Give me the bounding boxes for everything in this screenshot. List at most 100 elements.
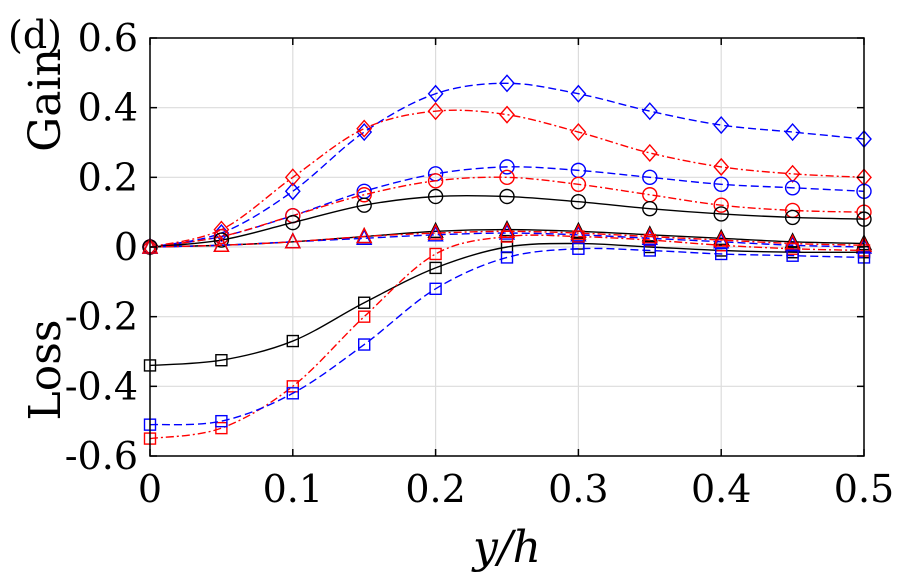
data-point [429,261,442,275]
data-point [784,180,801,196]
data-point [570,176,587,193]
x-tick-label: 0 [138,467,162,511]
data-point [213,224,230,243]
y-tick-label: 0 [114,225,138,269]
data-point [715,239,728,252]
data-point [427,173,444,189]
data-point [572,242,585,255]
data-point [499,159,515,175]
series-red-diamond [142,102,872,257]
data-point [356,122,373,142]
series-line [149,194,865,248]
series-red-square [143,230,871,445]
x-tick-label: 0.1 [263,467,323,511]
data-point [427,221,444,239]
data-point [498,223,516,240]
data-point [715,247,728,261]
series-line [149,232,865,248]
series-layer [141,74,873,445]
data-point [356,119,373,138]
data-point [427,225,444,242]
y-tick-label: -0.4 [65,364,138,408]
data-point [427,188,444,205]
data-point [786,242,799,255]
x-tick-label: 0.4 [691,467,751,511]
data-point [643,244,656,257]
data-point [570,194,587,210]
panel-label: (d) [8,13,62,57]
data-point [642,200,658,217]
data-point [358,296,371,309]
data-point [284,232,301,249]
y-tick-label: -0.6 [65,434,138,478]
data-point [784,164,801,183]
data-point [713,176,729,193]
data-point [356,226,373,244]
y-axis-label-gain: Gain [20,48,71,152]
x-tick-label: 0.2 [405,467,465,511]
data-point [499,169,515,186]
data-point [641,226,658,244]
data-point [429,247,442,261]
data-point [427,84,444,103]
ticks: 0 0.1 0.2 0.3 0.4 0.5 0.6 0.4 0.2 0 -0.2 -0.4 -0.6 [65,16,895,511]
y-tick-label: 0.4 [78,86,138,130]
x-axis-label: y/h [471,522,541,573]
data-point [572,230,585,243]
x-tick-label: 0.3 [548,467,608,511]
data-point [784,232,801,249]
data-point [498,220,516,237]
y-axis-label-loss: Loss [20,320,71,421]
data-point [713,230,730,247]
series-line [149,176,865,248]
x-tick-label: 0.5 [834,467,894,511]
series-blue-square [143,242,871,431]
data-point [286,380,299,393]
data-point [786,249,799,262]
data-point [284,182,301,201]
data-point [498,221,516,239]
data-point [570,84,587,103]
data-point [358,338,371,351]
data-point [642,169,658,186]
data-point [213,228,230,245]
y-tick-label: 0.2 [78,155,138,199]
data-point [427,223,444,240]
data-point [713,206,729,222]
data-point [500,230,514,243]
data-point [784,209,801,226]
y-tick-label: 0.6 [78,16,138,60]
series-black-circle [142,188,872,255]
data-point [713,157,730,176]
data-point [641,143,658,163]
data-point [285,214,301,231]
data-point [356,187,372,203]
data-point [429,282,442,295]
data-point [642,187,658,203]
data-point [286,387,299,400]
data-point [499,105,515,124]
series-line [149,234,865,440]
series-line [149,82,865,248]
y-tick-label: -0.2 [65,295,138,339]
series-line [149,109,865,248]
data-point [284,168,301,187]
series-red-triangle [141,221,873,254]
data-point [713,116,730,135]
data-point [499,74,515,93]
data-point [713,197,729,213]
series-line [149,247,865,426]
data-point [784,122,801,142]
data-point [215,421,228,435]
data-point [570,122,587,142]
data-point [641,102,658,121]
data-point [499,188,515,205]
data-point [286,334,299,348]
data-point [215,414,228,428]
data-point [215,354,228,367]
data-point [500,251,514,264]
series-line [149,242,865,367]
data-point [427,102,444,121]
data-point [213,235,230,252]
